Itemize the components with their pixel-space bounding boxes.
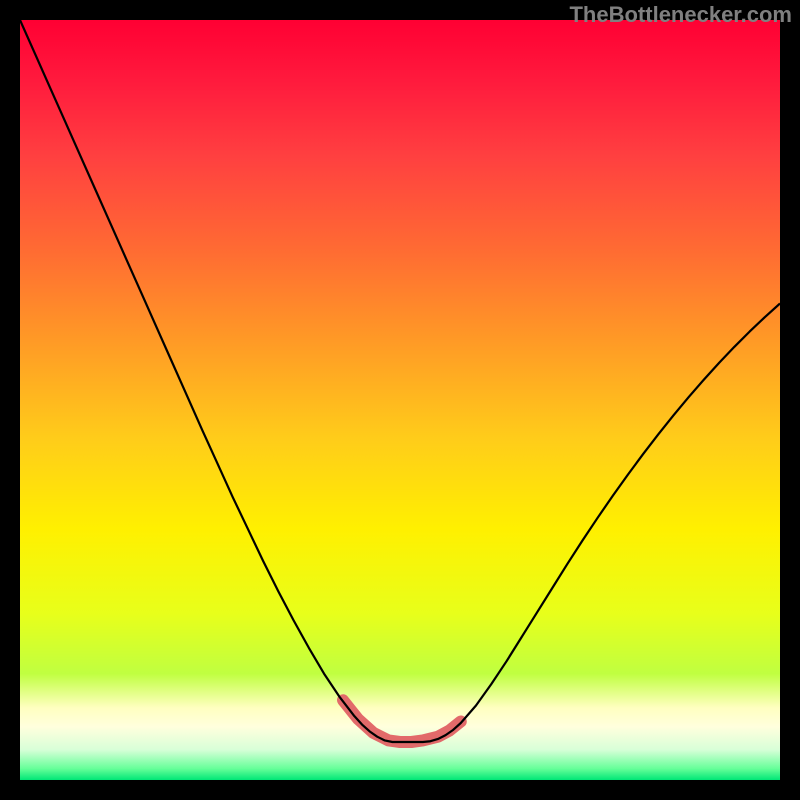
plot-area [20, 20, 780, 780]
gradient-background [20, 20, 780, 780]
chart-svg [20, 20, 780, 780]
watermark-text: TheBottlenecker.com [569, 2, 792, 28]
figure-container: TheBottlenecker.com [0, 0, 800, 800]
